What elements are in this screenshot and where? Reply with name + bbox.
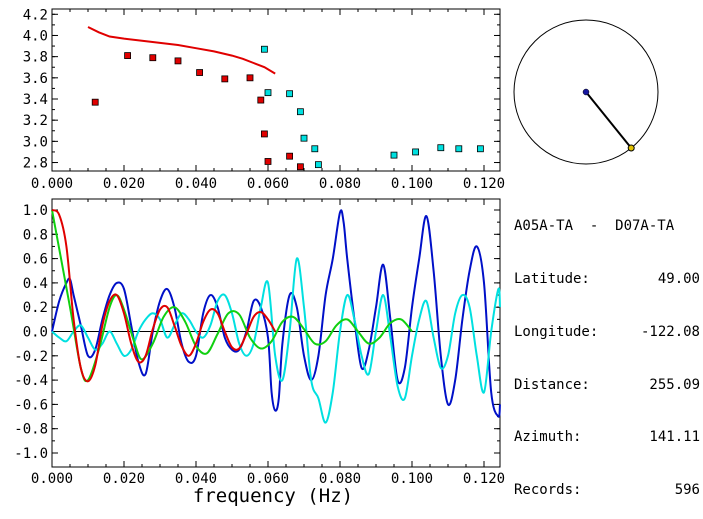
x-tick-label: 0.000 bbox=[31, 471, 73, 487]
red-point bbox=[149, 54, 157, 62]
y-tick-label: 2.8 bbox=[23, 156, 48, 172]
cyan-point bbox=[412, 148, 420, 156]
blue-series bbox=[51, 209, 501, 418]
dispersion-curve bbox=[87, 26, 276, 75]
red-point bbox=[246, 74, 254, 82]
info-value: 255.09 bbox=[649, 376, 700, 393]
red-point bbox=[124, 52, 131, 59]
cyan-series bbox=[51, 257, 501, 424]
y-tick-label: 0.8 bbox=[23, 227, 48, 243]
red-point bbox=[91, 98, 99, 106]
x-tick-label: 0.100 bbox=[391, 176, 433, 192]
y-tick-label: 0.0 bbox=[23, 325, 48, 341]
cyan-point bbox=[476, 145, 484, 153]
red-point bbox=[221, 75, 229, 83]
info-label: Longitude: bbox=[514, 323, 599, 340]
y-tick-label: 3.8 bbox=[23, 50, 48, 66]
red-point bbox=[196, 69, 204, 76]
info-value: 141.11 bbox=[649, 429, 700, 446]
cyan-point bbox=[260, 45, 268, 53]
cyan-point bbox=[390, 151, 398, 159]
y-tick-label: 3.2 bbox=[23, 113, 48, 129]
y-tick-label: -1.0 bbox=[14, 446, 48, 462]
x-tick-label: 0.040 bbox=[175, 471, 217, 487]
green-series bbox=[51, 209, 413, 383]
x-tick-label: 0.120 bbox=[463, 176, 505, 192]
cyan-point bbox=[264, 89, 272, 97]
y-tick-label: 0.6 bbox=[23, 252, 48, 268]
x-tick-label: 0.040 bbox=[175, 176, 217, 192]
cyan-point bbox=[300, 134, 308, 142]
y-tick-label: -0.6 bbox=[14, 397, 48, 413]
y-tick-label: 3.4 bbox=[23, 92, 48, 108]
plot-frame bbox=[51, 8, 501, 172]
red-point bbox=[174, 57, 182, 65]
info-row-azimuth: Azimuth: 141.11 bbox=[514, 429, 700, 447]
x-tick-label: 0.020 bbox=[103, 176, 145, 192]
info-row-distance: Distance: 255.09 bbox=[514, 377, 700, 395]
x-tick-label: 0.060 bbox=[247, 176, 289, 192]
cyan-point bbox=[314, 161, 322, 169]
y-tick-label: -0.2 bbox=[14, 349, 48, 365]
x-tick-label: 0.060 bbox=[247, 471, 289, 487]
azimuth-circle-outline bbox=[513, 19, 659, 165]
y-tick-label: 4.0 bbox=[23, 28, 48, 44]
x-axis-label: frequency (Hz) bbox=[193, 485, 353, 507]
cyan-point bbox=[311, 145, 319, 153]
x-tick-label: 0.020 bbox=[103, 471, 145, 487]
y-tick-label: 3.0 bbox=[23, 134, 48, 150]
station-info-panel: A05A-TA - D07A-TA Latitude: 49.00 Longitu… bbox=[514, 183, 700, 517]
info-label: Distance: bbox=[514, 376, 590, 393]
red-point bbox=[296, 163, 304, 171]
info-row-records: Records: 596 bbox=[514, 482, 700, 500]
x-tick-label: 0.080 bbox=[319, 471, 361, 487]
red-series bbox=[51, 209, 277, 383]
info-label: Records: bbox=[514, 482, 582, 499]
info-value: 596 bbox=[674, 482, 700, 499]
info-value: -122.08 bbox=[640, 323, 700, 340]
azimuth-circle bbox=[513, 19, 659, 165]
azimuth-line bbox=[585, 91, 632, 149]
x-tick-label: 0.100 bbox=[391, 471, 433, 487]
y-tick-label: -0.8 bbox=[14, 422, 48, 438]
red-point bbox=[260, 130, 268, 138]
info-row-longitude: Longitude: -122.08 bbox=[514, 324, 700, 342]
y-tick-label: -0.4 bbox=[14, 373, 48, 389]
y-tick-label: 4.2 bbox=[23, 7, 48, 23]
y-tick-label: 3.6 bbox=[23, 71, 48, 87]
x-tick-label: 0.080 bbox=[319, 176, 361, 192]
plot-frame bbox=[51, 198, 501, 468]
y-tick-label: 0.4 bbox=[23, 276, 48, 292]
info-label: Latitude: bbox=[514, 270, 590, 287]
station-pair: A05A-TA - D07A-TA bbox=[514, 218, 675, 235]
target-station-dot bbox=[627, 144, 635, 152]
info-value: 49.00 bbox=[657, 270, 700, 287]
origin-station-dot bbox=[582, 88, 590, 96]
y-tick-label: 1.0 bbox=[23, 203, 48, 219]
info-row-latitude: Latitude: 49.00 bbox=[514, 271, 700, 289]
x-tick-label: 0.000 bbox=[31, 176, 73, 192]
y-tick-label: 0.2 bbox=[23, 300, 48, 316]
red-point bbox=[286, 152, 294, 160]
x-tick-label: 0.120 bbox=[463, 471, 505, 487]
cyan-point bbox=[286, 90, 294, 98]
red-point bbox=[264, 158, 272, 165]
cyan-point bbox=[296, 108, 304, 116]
info-label: Azimuth: bbox=[514, 429, 582, 446]
correlation-plot: 1.0 0.8 0.6 0.4 0.2 0.0 -0.2 -0.4 -0.6 -0.8 -1.0 0.… bbox=[14, 198, 505, 487]
cyan-point bbox=[455, 145, 463, 153]
cyan-point bbox=[437, 144, 445, 152]
red-point bbox=[257, 96, 265, 104]
dispersion-plot: 2.8 3.0 3.2 3.4 3.6 3.8 4.0 4.2 0.000 0.020 0.040 0… bbox=[23, 7, 505, 192]
